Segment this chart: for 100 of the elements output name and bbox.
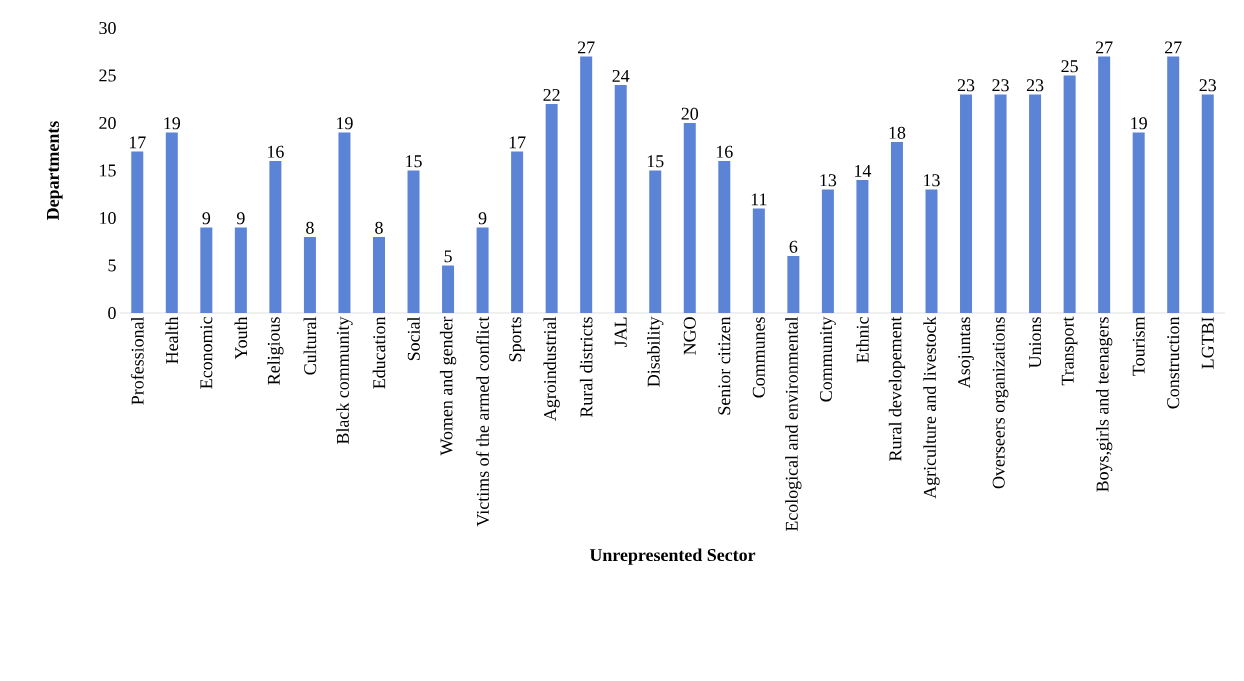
x-tick-label: LGTBI [1201,317,1214,369]
x-tick-label: Asojuntas [958,317,974,389]
x-tick-label: Black community [336,316,353,444]
data-label: 5 [444,250,452,263]
bar [545,104,558,313]
bar [994,94,1007,313]
data-label: 13 [924,174,940,187]
data-label: 23 [1026,79,1044,92]
bar [511,151,524,313]
data-label: 9 [478,212,487,225]
bar [649,170,662,313]
x-tick-label: Ethnic [856,317,869,363]
bar [442,265,455,313]
bar [1201,94,1214,313]
bar [234,227,247,313]
data-label: 18 [889,126,906,139]
bar [1063,75,1076,313]
x-tick-label: Social [407,316,420,361]
data-label: 16 [268,145,284,158]
data-label: 9 [202,212,211,225]
x-tick-label: Agroindustrial [543,316,560,421]
x-tick-label: Ecological and environmental [785,316,802,532]
x-tick-label: Education [372,316,386,389]
x-tick-label: JAL [614,317,627,348]
data-label: 23 [1199,79,1216,92]
bar [476,227,489,313]
bar [856,180,869,313]
x-tick-label: Cultural [303,316,317,375]
x-tick-label: Communes [752,317,765,398]
y-tick-label: 20 [99,116,116,130]
bar [925,189,938,313]
data-label: 23 [957,79,975,92]
bar [303,237,316,313]
bar [407,170,420,313]
x-tick-label: Boys,girls and teenagers [1095,317,1113,492]
bar [718,161,731,313]
x-tick-label: Agriculture and livestock [923,316,940,499]
data-label: 14 [855,164,872,177]
bar [1029,94,1042,313]
data-label: 24 [612,69,630,82]
bar [890,142,903,313]
y-tick-label: 5 [108,259,116,272]
data-label: 8 [375,221,383,234]
y-tick-label: 0 [108,306,116,320]
data-label: 11 [751,193,767,206]
y-tick-label: 25 [99,69,116,82]
x-tick-label: Women and gender [439,316,457,456]
data-label: 19 [1131,117,1147,130]
x-tick-label: Construction [1167,316,1180,409]
data-label: 22 [543,88,560,101]
x-axis-title: Unrepresented Sector [589,548,756,565]
x-tick-label: Rural districts [579,317,593,418]
y-tick-label: 30 [99,21,116,35]
bar [131,151,144,313]
bar [1098,56,1111,313]
x-tick-label: Professional [130,316,144,405]
x-tick-label: Disability [647,316,664,387]
data-label: 27 [1165,41,1182,54]
bar [165,132,178,313]
data-label: 16 [716,145,733,158]
data-label: 23 [992,79,1009,92]
x-tick-label: Tourism [1132,316,1145,376]
bar [960,94,973,313]
x-tick-label: Economic [200,317,213,389]
data-label: 15 [647,155,664,168]
bar [580,56,593,313]
bar [338,132,351,313]
data-label: 20 [681,107,699,120]
x-tick-label: Youth [234,316,248,360]
data-label: 8 [306,221,314,234]
x-tick-label: Rural developement [888,316,906,461]
data-label: 6 [789,240,798,253]
x-tick-label: Victims of the armed conflict [476,316,490,527]
x-tick-label: Health [165,316,179,364]
x-tick-label: Senior citizen [718,316,731,415]
x-tick-label: NGO [683,317,696,355]
bar [752,208,765,313]
data-label: 19 [164,117,181,130]
x-tick-label: Community [820,316,836,402]
data-label: 17 [509,136,526,149]
bar [683,123,696,313]
data-label: 27 [1095,41,1113,54]
y-axis-title: Departments [47,121,63,220]
data-label: 19 [337,117,353,130]
bar [614,85,627,313]
data-label: 15 [406,155,422,168]
x-tick-label: Transport [1061,316,1078,386]
bar [821,189,834,313]
y-tick-label: 15 [100,164,116,177]
data-label: 25 [1061,60,1078,73]
x-tick-label: Overseers organizations [992,317,1009,489]
x-tick-label: Sports [509,317,525,362]
bar [372,237,385,313]
bar [787,256,800,313]
data-label: 27 [577,41,595,54]
x-tick-label: Unions [1029,317,1042,368]
bar [200,227,213,313]
data-label: 17 [129,136,146,149]
bar [1167,56,1180,313]
data-label: 13 [820,174,837,187]
